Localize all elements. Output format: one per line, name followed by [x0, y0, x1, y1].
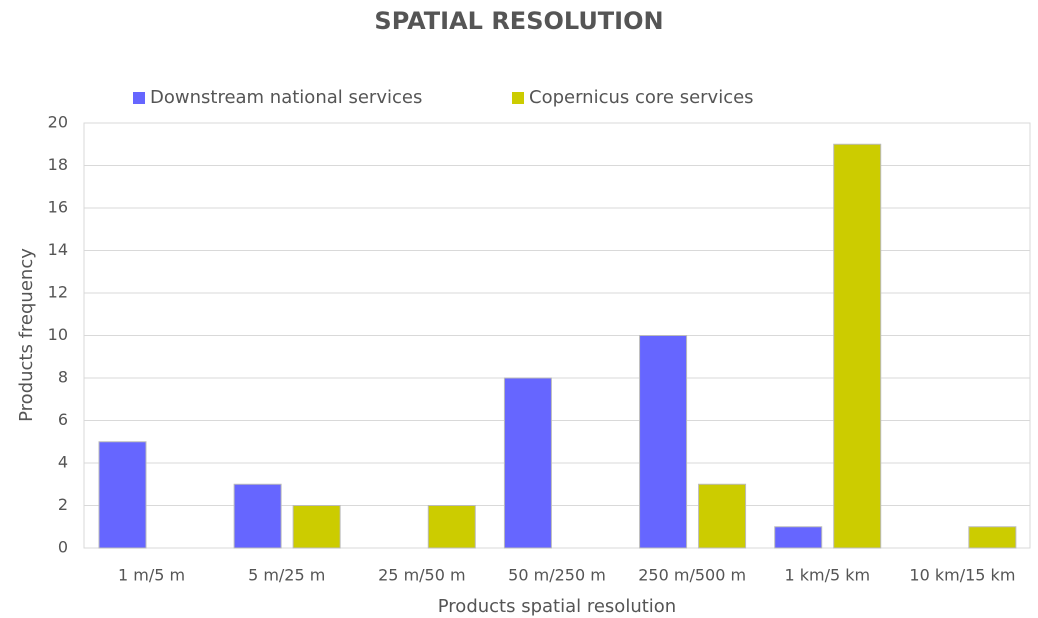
- bar: [98, 441, 147, 549]
- x-tick-label: 50 m/250 m: [508, 566, 606, 585]
- bar: [639, 335, 688, 549]
- bar: [503, 377, 552, 549]
- y-tick-label: 16: [48, 198, 68, 217]
- legend-label: Downstream national services: [150, 87, 422, 108]
- y-tick-label: 6: [58, 410, 68, 429]
- y-tick-label: 20: [48, 113, 68, 132]
- x-tick-label: 10 km/15 km: [909, 566, 1015, 585]
- x-tick-label: 1 m/5 m: [118, 566, 185, 585]
- x-tick-label: 250 m/500 m: [638, 566, 746, 585]
- y-tick-label: 12: [48, 283, 68, 302]
- legend-swatch: [133, 92, 145, 104]
- bar: [698, 483, 747, 549]
- bar: [427, 505, 476, 549]
- x-tick-label: 1 km/5 km: [784, 566, 870, 585]
- y-tick-label: 14: [48, 240, 68, 259]
- bar: [292, 505, 341, 549]
- bar: [774, 526, 823, 549]
- x-tick-label: 25 m/50 m: [378, 566, 465, 585]
- x-axis-label: Products spatial resolution: [438, 596, 676, 617]
- y-axis-label: Products frequency: [16, 248, 37, 422]
- y-tick-label: 18: [48, 155, 68, 174]
- y-tick-label: 0: [58, 538, 68, 557]
- y-tick-label: 10: [48, 325, 68, 344]
- legend-label: Copernicus core services: [529, 87, 754, 108]
- chart-title: SPATIAL RESOLUTION: [374, 7, 663, 35]
- y-tick-label: 2: [58, 495, 68, 514]
- bar: [968, 526, 1017, 549]
- legend-swatch: [512, 92, 524, 104]
- y-tick-label: 4: [58, 453, 68, 472]
- x-tick-label: 5 m/25 m: [248, 566, 325, 585]
- bar: [833, 143, 882, 549]
- bar: [233, 483, 282, 549]
- y-tick-label: 8: [58, 368, 68, 387]
